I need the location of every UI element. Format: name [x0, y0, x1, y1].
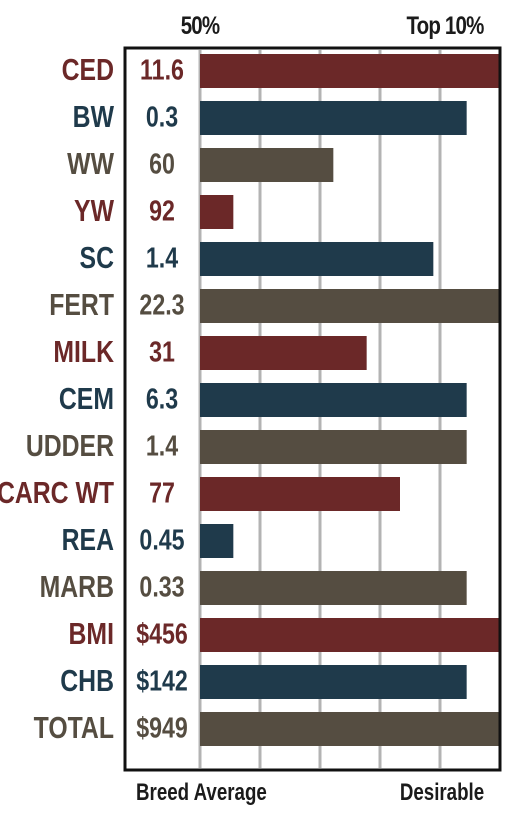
epd-value-label: 0.33	[139, 570, 184, 603]
category-label: WW	[67, 147, 114, 181]
category-label: SC	[80, 241, 114, 275]
epd-value-label: 60	[149, 147, 175, 180]
bar-bw	[200, 101, 467, 135]
bottom-axis-label-left: Breed Average	[136, 779, 267, 806]
category-label: MILK	[53, 335, 114, 369]
bar-carc-wt	[200, 477, 400, 511]
bar-cem	[200, 383, 467, 417]
top-axis-label-left: 50%	[180, 12, 220, 40]
epd-value-label: 31	[149, 335, 175, 368]
category-label: MARB	[40, 570, 114, 604]
epd-value-label: $142	[136, 664, 188, 697]
category-label: BW	[73, 100, 115, 134]
category-label: CARC WT	[0, 476, 114, 510]
category-label: CEM	[59, 382, 114, 416]
category-label: FERT	[49, 288, 114, 322]
bar-ced	[200, 54, 500, 88]
bar-total	[200, 712, 500, 746]
bar-bmi	[200, 618, 500, 652]
bar-ww	[200, 148, 334, 182]
bar-sc	[200, 242, 434, 276]
bar-yw	[200, 195, 234, 229]
epd-value-label: 22.3	[139, 288, 184, 321]
category-label: UDDER	[26, 429, 114, 463]
epd-value-label: $949	[136, 711, 188, 744]
bar-chb	[200, 665, 467, 699]
epd-value-label: 0.3	[146, 100, 178, 133]
epd-value-label: 1.4	[146, 429, 179, 462]
bottom-axis-label-right: Desirable	[399, 779, 485, 806]
category-label: CHB	[60, 664, 114, 698]
category-label: CED	[62, 53, 114, 87]
epd-value-label: 6.3	[146, 382, 178, 415]
bar-fert	[200, 289, 500, 323]
category-label: REA	[62, 523, 114, 557]
category-label: BMI	[69, 617, 114, 651]
epd-value-label: 92	[149, 194, 175, 227]
top-axis-label-right: Top 10%	[406, 12, 484, 40]
epd-value-label: 1.4	[146, 241, 179, 274]
bar-rea	[200, 524, 234, 558]
bar-milk	[200, 336, 367, 370]
epd-value-label: 0.45	[139, 523, 184, 556]
bar-udder	[200, 430, 467, 464]
category-label: YW	[74, 194, 114, 228]
bar-marb	[200, 571, 467, 605]
chart-frame	[123, 46, 502, 772]
epd-value-label: 11.6	[140, 53, 184, 86]
epd-value-label: $456	[136, 617, 188, 650]
category-label: TOTAL	[34, 711, 114, 745]
epd-value-label: 77	[149, 476, 175, 509]
